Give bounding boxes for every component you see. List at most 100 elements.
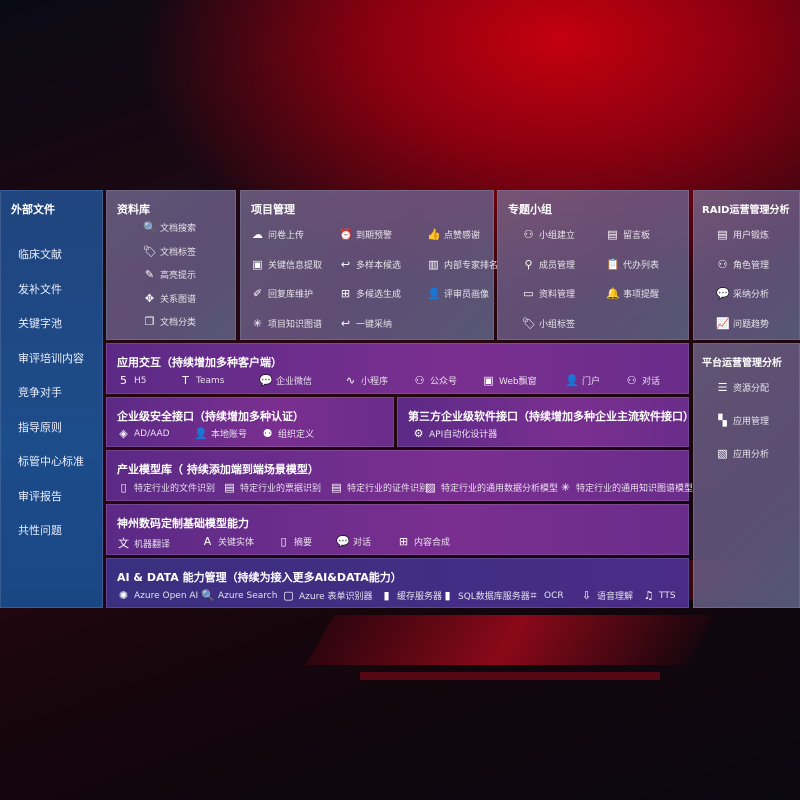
project-item[interactable]: ▥ 内部专家排名: [427, 258, 498, 271]
external-file-item[interactable]: 临床文献: [18, 248, 62, 261]
group-item[interactable]: 🏷 小组标签: [522, 317, 575, 330]
platform-item[interactable]: ▧ 应用分析: [716, 447, 769, 460]
group-item[interactable]: ▤ 留言板: [606, 228, 650, 241]
network-icon: ✳: [252, 316, 263, 330]
industry-item[interactable]: ▤ 特定行业的票据识别: [223, 481, 321, 494]
aidata-item[interactable]: ⇩ 语音理解: [580, 589, 633, 602]
raid-item[interactable]: ⚇ 角色管理: [716, 258, 769, 271]
item-label: 摘要: [294, 538, 313, 548]
base-item[interactable]: 💬 对话: [336, 535, 371, 548]
app-item[interactable]: T Teams: [179, 374, 224, 387]
database-icon: ▮: [444, 589, 451, 602]
item-label: 采纳分析: [733, 290, 770, 300]
app-item[interactable]: ▣ Web飘窗: [482, 374, 536, 387]
external-file-item[interactable]: 审评报告: [18, 489, 62, 503]
aidata-item[interactable]: ♫ TTS: [642, 589, 676, 602]
project-item[interactable]: ↩ 一键采纳: [339, 317, 392, 330]
raid-item[interactable]: 💬 采纳分析: [716, 287, 769, 300]
aidata-item[interactable]: ✺ Azure Open AI: [117, 589, 198, 602]
library-item[interactable]: ❐ 文档分类: [143, 315, 196, 328]
external-file-item[interactable]: 发补文件: [18, 282, 62, 296]
project-item[interactable]: ▣ 关键信息提取: [251, 258, 322, 271]
item-label: 留言板: [623, 231, 651, 241]
thirdparty-item[interactable]: ⚙ API自动化设计器: [412, 427, 498, 440]
raid-item[interactable]: 📈 问题趋势: [716, 317, 769, 330]
external-files-title: 外部文件: [11, 203, 55, 216]
group-item[interactable]: ▭ 资料管理: [522, 287, 575, 300]
library-item[interactable]: 🔍 文档搜索: [143, 221, 196, 234]
platform-panel: 平台运营管理分析 ☰ 资源分配 ▚ 应用管理 ▧ 应用分析: [693, 343, 800, 608]
raid-item[interactable]: ▤ 用户锻炼: [716, 228, 769, 241]
project-item[interactable]: ⏰ 到期预警: [339, 228, 392, 241]
app-item[interactable]: ⚇ 公众号: [413, 374, 457, 387]
folder-icon: ▭: [523, 287, 534, 300]
external-file-item[interactable]: 共性问题: [18, 524, 62, 537]
project-item[interactable]: ☁ 问卷上传: [251, 228, 304, 241]
security-item[interactable]: 👤 本地账号: [194, 427, 247, 440]
aidata-item[interactable]: ▮ 缓存服务器: [380, 589, 442, 602]
industry-item[interactable]: ▯ 特定行业的文件识别: [117, 481, 215, 494]
cloud-upload-icon: ☁: [252, 228, 263, 241]
group-item[interactable]: ⚲ 成员管理: [522, 258, 575, 271]
aidata-item[interactable]: 🔍 Azure Search: [201, 589, 277, 602]
app-item[interactable]: 💬 企业微信: [259, 374, 312, 387]
tts-icon: ♫: [643, 589, 654, 602]
external-file-item[interactable]: 标管中心标准: [18, 455, 84, 468]
library-title: 资料库: [117, 203, 150, 216]
item-label: 本地账号: [211, 430, 248, 440]
aidata-item[interactable]: ▢ Azure 表单识别器: [282, 589, 373, 602]
external-file-item[interactable]: 关键字池: [18, 317, 62, 330]
group-item[interactable]: ⚇ 小组建立: [522, 228, 575, 241]
industry-item[interactable]: ▨ 特定行业的通用数据分析模型: [424, 481, 558, 494]
library-item[interactable]: ✥ 关系图谱: [143, 292, 196, 305]
aidata-item[interactable]: ⌗ OCR: [527, 589, 563, 603]
security-item[interactable]: ⚉ 组织定义: [261, 427, 314, 440]
base-item[interactable]: ⊞ 内容合成: [397, 535, 450, 548]
project-item[interactable]: 👍 点赞感谢: [427, 228, 480, 241]
project-item[interactable]: ✐ 回复库维护: [251, 287, 313, 300]
thirdparty-title: 第三方企业级软件接口（持续增加多种企业主流软件接口）: [408, 410, 694, 423]
item-label: Azure 表单识别器: [299, 592, 373, 602]
project-item[interactable]: ✳ 项目知识图谱: [251, 317, 322, 330]
app-item[interactable]: ∿ 小程序: [344, 374, 388, 387]
external-file-item[interactable]: 竞争对手: [18, 386, 62, 399]
project-item[interactable]: ↩ 多样本候选: [339, 258, 401, 271]
group-item[interactable]: 📋 代办列表: [606, 258, 659, 271]
openai-icon: ✺: [118, 589, 129, 602]
project-item[interactable]: ⊞ 多候选生成: [339, 287, 401, 300]
external-file-item[interactable]: 审评培训内容: [18, 351, 84, 365]
security-title: 企业级安全接口（持续增加多种认证）: [117, 410, 304, 423]
platform-item[interactable]: ☰ 资源分配: [716, 381, 769, 394]
library-item[interactable]: 🏷 文档标签: [143, 245, 196, 258]
edit-icon: ✐: [252, 287, 263, 300]
item-label: 关系图谱: [160, 294, 197, 305]
form-icon: ▢: [283, 589, 294, 602]
base-item[interactable]: A 关键实体: [201, 535, 254, 548]
industry-item[interactable]: ▤ 特定行业的证件识别: [330, 481, 428, 494]
base-item[interactable]: 文机器翻译: [117, 535, 170, 551]
doc-search-icon: 🔍: [143, 221, 157, 234]
base-item[interactable]: ▯ 摘要: [277, 535, 312, 548]
wechat-icon: 💬: [259, 374, 273, 387]
item-label: 应用分析: [733, 450, 770, 460]
security-item[interactable]: ◈ AD/AAD: [117, 427, 169, 440]
app-item[interactable]: 👤 门户: [565, 374, 600, 387]
app-item[interactable]: 5 H5: [117, 374, 147, 387]
group-item[interactable]: 🔔 事项提醒: [606, 287, 659, 300]
app-item[interactable]: ⚇ 对话: [625, 374, 660, 387]
project-item[interactable]: 👤 评审员画像: [427, 287, 489, 300]
teams-icon: T: [182, 374, 189, 387]
library-item[interactable]: ✎ 高亮提示: [143, 268, 196, 281]
external-file-item[interactable]: 指导原则: [18, 420, 62, 434]
item-label: 文档标签: [160, 247, 197, 258]
platform-item[interactable]: ▚ 应用管理: [716, 414, 769, 427]
industry-item[interactable]: ✳ 特定行业的通用知识图谱模型: [559, 481, 693, 494]
aidata-item[interactable]: ▮ SQL数据库服务器: [441, 589, 529, 602]
item-label: Azure Search: [218, 590, 278, 601]
chart-icon: ▨: [425, 481, 436, 494]
user-add-icon: ⚲: [524, 257, 533, 271]
base-title: 神州数码定制基础模型能力: [117, 517, 249, 530]
item-label: 内容合成: [414, 538, 451, 548]
trend-icon: 📈: [716, 316, 730, 330]
item-label: 特定行业的通用数据分析模型: [441, 484, 559, 494]
